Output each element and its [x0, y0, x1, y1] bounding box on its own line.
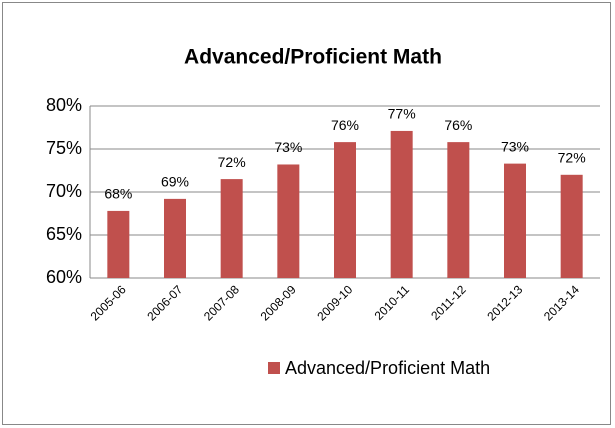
bar: [504, 163, 526, 278]
bar: [220, 179, 243, 278]
bar: [164, 198, 186, 278]
data-label: 68%: [104, 186, 132, 202]
y-tick-label: 80%: [46, 95, 82, 115]
data-label: 69%: [161, 174, 189, 190]
y-tick-label: 75%: [46, 138, 82, 158]
y-tick-label: 70%: [46, 181, 82, 201]
bar: [107, 210, 130, 278]
bar: [390, 130, 413, 278]
data-label: 72%: [558, 150, 586, 166]
bar: [447, 142, 470, 278]
data-label: 73%: [501, 138, 529, 154]
data-label: 76%: [444, 117, 472, 133]
bar: [560, 174, 583, 278]
legend-swatch: [268, 362, 280, 374]
y-tick-label: 65%: [46, 224, 82, 244]
legend-label: Advanced/Proficient Math: [285, 358, 490, 378]
data-label: 76%: [331, 117, 359, 133]
bar: [277, 164, 300, 278]
bar: [334, 142, 356, 278]
chart-title: Advanced/Proficient Math: [184, 46, 442, 69]
data-label: 72%: [218, 154, 246, 170]
y-tick-label: 60%: [46, 267, 82, 287]
data-label: 73%: [274, 139, 302, 155]
data-label: 77%: [388, 106, 416, 122]
